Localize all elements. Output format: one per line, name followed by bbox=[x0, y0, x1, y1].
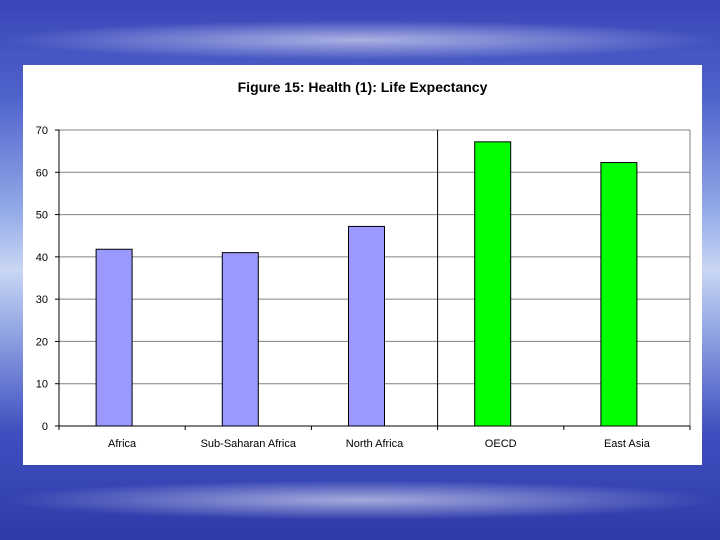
chart-title: Figure 15: Health (1): Life Expectancy bbox=[238, 79, 488, 95]
x-tick-label: East Asia bbox=[604, 438, 651, 450]
bar bbox=[221, 252, 259, 427]
bar bbox=[600, 162, 638, 427]
x-tick-label: Africa bbox=[108, 438, 137, 450]
y-tick-label: 30 bbox=[36, 294, 48, 306]
y-tick-label: 20 bbox=[36, 336, 48, 348]
x-tick-label: OECD bbox=[485, 438, 517, 450]
y-tick-label: 0 bbox=[42, 421, 48, 433]
y-tick-label: 60 bbox=[36, 167, 48, 179]
bar bbox=[95, 248, 133, 427]
y-tick-label: 40 bbox=[36, 252, 48, 264]
x-tick-label: North Africa bbox=[346, 438, 404, 450]
y-tick-label: 70 bbox=[36, 125, 48, 137]
plot-area: 0 10 20 30 40 50 60 70 Africa Sub-Saharan Africa N… bbox=[36, 125, 691, 450]
bar bbox=[348, 225, 385, 427]
x-tick-label: Sub-Saharan Africa bbox=[201, 438, 297, 450]
y-tick-label: 10 bbox=[36, 379, 48, 391]
background-streak bbox=[0, 20, 720, 60]
chart-panel: Figure 15: Health (1): Life Expectancy 0… bbox=[23, 65, 702, 465]
y-tick-label: 50 bbox=[36, 210, 48, 222]
bar-chart: Figure 15: Health (1): Life Expectancy 0… bbox=[36, 79, 691, 450]
background-streak bbox=[0, 480, 720, 520]
bar bbox=[474, 141, 512, 427]
